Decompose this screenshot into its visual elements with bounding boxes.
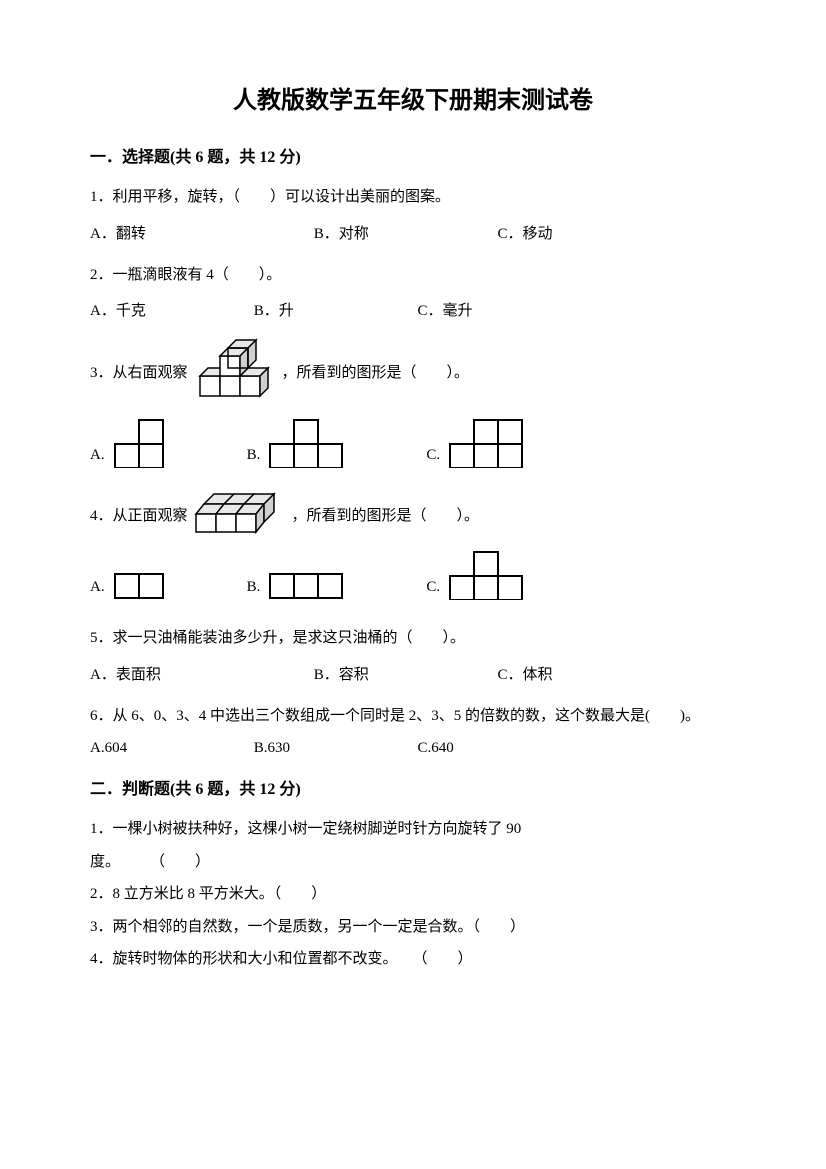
- q6-opt-c[interactable]: C.640: [418, 740, 538, 757]
- section2-header: 二．判断题(共 6 题，共 12 分): [90, 775, 736, 799]
- q4-shape-a: [111, 572, 167, 600]
- q2-opt-b[interactable]: B．升: [254, 299, 414, 320]
- q1-opt-a[interactable]: A．翻转: [90, 222, 310, 243]
- q4-opt-a[interactable]: A.: [90, 572, 167, 600]
- q4-opt-b[interactable]: B.: [247, 572, 347, 600]
- exam-title: 人教版数学五年级下册期末测试卷: [90, 80, 736, 115]
- q3-shape-b: [266, 418, 346, 468]
- q3-shape-c: [446, 418, 526, 468]
- j1b: 度。 （ ）: [90, 848, 736, 877]
- q5-opt-c[interactable]: C．体积: [498, 663, 648, 684]
- q1-opt-c[interactable]: C．移动: [498, 222, 648, 243]
- q3-options: A. B. C.: [90, 418, 736, 468]
- q3-opt-c[interactable]: C.: [426, 418, 526, 468]
- q5-opt-a[interactable]: A．表面积: [90, 663, 310, 684]
- q1-opt-b[interactable]: B．对称: [314, 222, 494, 243]
- exam-page: 人教版数学五年级下册期末测试卷 一．选择题(共 6 题，共 12 分) 1．利用…: [0, 0, 826, 1038]
- q4-after: ，所看到的图形是（ ）。: [292, 504, 480, 525]
- j1a: 1．一棵小树被扶种好，这棵小树一定绕树脚逆时针方向旋转了 90: [90, 815, 736, 844]
- q3-opt-a[interactable]: A.: [90, 418, 167, 468]
- q5-options: A．表面积 B．容积 C．体积: [90, 663, 736, 684]
- q2-options: A．千克 B．升 C．毫升: [90, 299, 736, 320]
- q3-line: 3．从右面观察 ，所看到: [90, 338, 736, 404]
- q6-opt-b[interactable]: B.630: [254, 740, 414, 757]
- q4-before: 4．从正面观察: [90, 504, 188, 525]
- q1-options: A．翻转 B．对称 C．移动: [90, 222, 736, 243]
- q3-shape-a: [111, 418, 167, 468]
- q6-text: 6．从 6、0、3、4 中选出三个数组成一个同时是 2、3、5 的倍数的数，这个…: [90, 702, 736, 731]
- q4-opt-c[interactable]: C.: [426, 550, 526, 600]
- q2-opt-a[interactable]: A．千克: [90, 299, 250, 320]
- q4-options: A. B. C.: [90, 550, 736, 600]
- j2: 2．8 立方米比 8 平方米大。（ ）: [90, 880, 736, 909]
- q4-shape-c: [446, 550, 526, 600]
- q5-opt-b[interactable]: B．容积: [314, 663, 494, 684]
- q3-cube-diagram: [192, 338, 278, 404]
- q1-text: 1．利用平移，旋转，（ ）可以设计出美丽的图案。: [90, 183, 736, 212]
- q2-text: 2．一瓶滴眼液有 4（ ）。: [90, 261, 736, 290]
- j3: 3．两个相邻的自然数，一个是质数，另一个一定是合数。（ ）: [90, 913, 736, 942]
- q4-cube-diagram: [192, 492, 288, 536]
- q5-text: 5．求一只油桶能装油多少升，是求这只油桶的（ ）。: [90, 624, 736, 653]
- q2-opt-c[interactable]: C．毫升: [418, 299, 538, 320]
- q6-options: A.604 B.630 C.640: [90, 740, 736, 757]
- q4-shape-b: [266, 572, 346, 600]
- q3-after: ，所看到的图形是（ ）。: [282, 361, 470, 382]
- section1-header: 一．选择题(共 6 题，共 12 分): [90, 143, 736, 167]
- q3-before: 3．从右面观察: [90, 361, 188, 382]
- q4-line: 4．从正面观察 ，所看到的图形是（ ）。: [90, 492, 736, 536]
- q3-opt-b[interactable]: B.: [247, 418, 347, 468]
- j4: 4．旋转时物体的形状和大小和位置都不改变。 （ ）: [90, 945, 736, 974]
- q6-opt-a[interactable]: A.604: [90, 740, 250, 757]
